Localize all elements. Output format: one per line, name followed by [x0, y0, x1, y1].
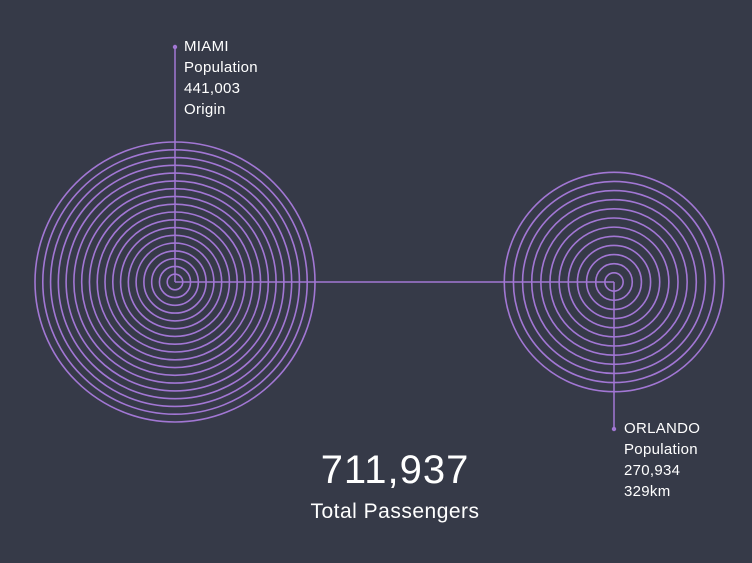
miami-role: Origin	[184, 101, 226, 118]
orlando-name: ORLANDO	[624, 420, 701, 437]
miami-leader-dot	[172, 44, 178, 50]
total-passengers-label: Total Passengers	[310, 500, 480, 523]
orlando-distance: 329km	[624, 483, 671, 500]
miami-population-label: Population	[184, 59, 258, 76]
orlando-label: ORLANDO Population 270,934 329km	[624, 418, 700, 502]
miami-label: MIAMI Population 441,003 Origin	[184, 36, 258, 120]
orlando-population-value: 270,934	[624, 462, 681, 479]
orlando-population-label: Population	[624, 441, 698, 458]
total-passengers-value: 711,937	[320, 448, 470, 492]
miami-population-value: 441,003	[184, 80, 241, 97]
miami-name: MIAMI	[184, 38, 229, 55]
orlando-leader-dot	[611, 426, 617, 432]
